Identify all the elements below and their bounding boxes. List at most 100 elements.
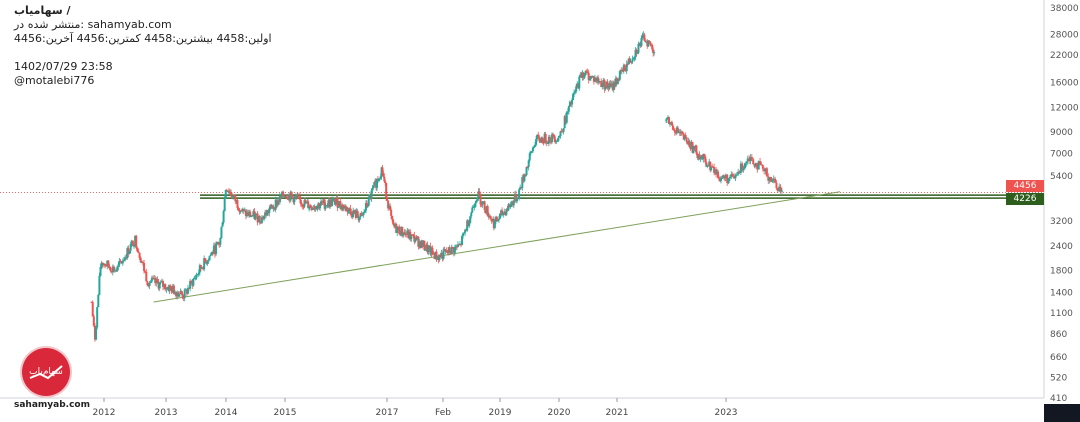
- candle-body: [160, 281, 163, 283]
- candle-body: [566, 111, 569, 113]
- candle-body: [272, 207, 275, 209]
- candle-body: [581, 72, 584, 78]
- candle-body: [115, 270, 118, 272]
- candle-body: [158, 282, 161, 289]
- candle-body: [458, 243, 461, 245]
- candle-body: [383, 176, 386, 182]
- candle-body: [262, 215, 265, 220]
- candle-body: [754, 163, 757, 167]
- candle-body: [703, 154, 706, 157]
- candle-body: [652, 49, 655, 54]
- candle-body: [768, 177, 771, 181]
- candle-body: [636, 52, 639, 54]
- candle-body: [178, 294, 181, 297]
- candle-body: [596, 77, 599, 82]
- candle-body: [527, 160, 530, 168]
- candle-body: [586, 71, 589, 73]
- candle-body: [339, 201, 342, 207]
- candle-body: [719, 178, 722, 181]
- candle-body: [398, 226, 401, 234]
- candle-body: [163, 284, 166, 287]
- candle-body: [406, 230, 409, 235]
- candle-body: [492, 218, 495, 228]
- candle-body: [370, 190, 373, 199]
- candle-body: [242, 208, 245, 211]
- candle-body: [181, 293, 184, 298]
- candle-body: [282, 191, 285, 197]
- candle-body: [213, 245, 216, 255]
- candle-body: [141, 262, 144, 264]
- candle-body: [430, 247, 433, 255]
- candle-body: [93, 325, 96, 340]
- candle-body: [445, 250, 448, 253]
- candle-body: [763, 168, 766, 172]
- candle-body: [196, 274, 199, 276]
- candle-body: [250, 216, 253, 218]
- candle-body: [469, 216, 472, 223]
- candle-body: [588, 79, 591, 81]
- candle-body: [227, 190, 230, 193]
- candle-body: [419, 241, 422, 248]
- candle-body: [390, 209, 393, 216]
- candle-body: [423, 240, 426, 251]
- candle-body: [259, 221, 262, 224]
- candle-body: [409, 231, 412, 240]
- sahamyab-logo[interactable]: سهام‌یاب: [22, 348, 70, 396]
- logo-mark: سهام‌یاب: [29, 367, 63, 377]
- candle-body: [192, 278, 195, 286]
- candle-body: [386, 197, 389, 201]
- candle-body: [769, 177, 772, 182]
- candle-body: [746, 158, 749, 162]
- candle-body: [617, 79, 620, 81]
- candle-body: [765, 168, 768, 177]
- candle-body: [281, 191, 284, 197]
- candle-body: [109, 267, 112, 271]
- candle-body: [319, 205, 322, 209]
- candle-body: [421, 240, 424, 247]
- candle-body: [548, 136, 551, 142]
- candle-body: [579, 74, 582, 77]
- candle-body: [520, 187, 523, 189]
- candle-body: [580, 74, 583, 78]
- candle-body: [153, 277, 156, 279]
- candle-body: [538, 136, 541, 141]
- candle-body: [483, 201, 486, 211]
- candle-body: [102, 263, 105, 265]
- candle-body: [222, 211, 225, 223]
- candle-body: [264, 212, 267, 216]
- candle-body: [194, 277, 197, 279]
- logo-text: sahamyab.com: [14, 400, 90, 410]
- candle-body: [668, 123, 671, 125]
- candle-body: [111, 266, 114, 273]
- candle-body: [493, 221, 496, 228]
- candle-body: [568, 101, 571, 107]
- candle-body: [350, 211, 353, 216]
- candle-body: [542, 142, 545, 144]
- candle-body: [412, 234, 415, 236]
- candle-body: [231, 195, 234, 199]
- candle-body: [524, 174, 527, 176]
- candle-body: [417, 236, 420, 247]
- candle-body: [381, 167, 384, 174]
- timestamp: 1402/07/29 23:58: [14, 60, 113, 73]
- candle-body: [767, 176, 770, 181]
- candle-body: [164, 284, 167, 290]
- candle-body: [360, 213, 363, 215]
- candle-body: [510, 201, 513, 205]
- candle-body: [598, 81, 601, 83]
- candle-body: [496, 219, 499, 222]
- candle-body: [418, 241, 421, 247]
- candle-body: [572, 93, 575, 100]
- candle-body: [362, 212, 365, 216]
- candle-body: [234, 195, 237, 202]
- candle-body: [530, 151, 533, 153]
- candle-body: [756, 163, 759, 170]
- candle-body: [225, 189, 228, 192]
- candle-body: [485, 206, 488, 214]
- candle-body: [764, 168, 767, 172]
- candle-body: [707, 165, 710, 167]
- candle-body: [268, 209, 271, 214]
- candle-body: [609, 83, 612, 87]
- candle-body: [453, 246, 456, 253]
